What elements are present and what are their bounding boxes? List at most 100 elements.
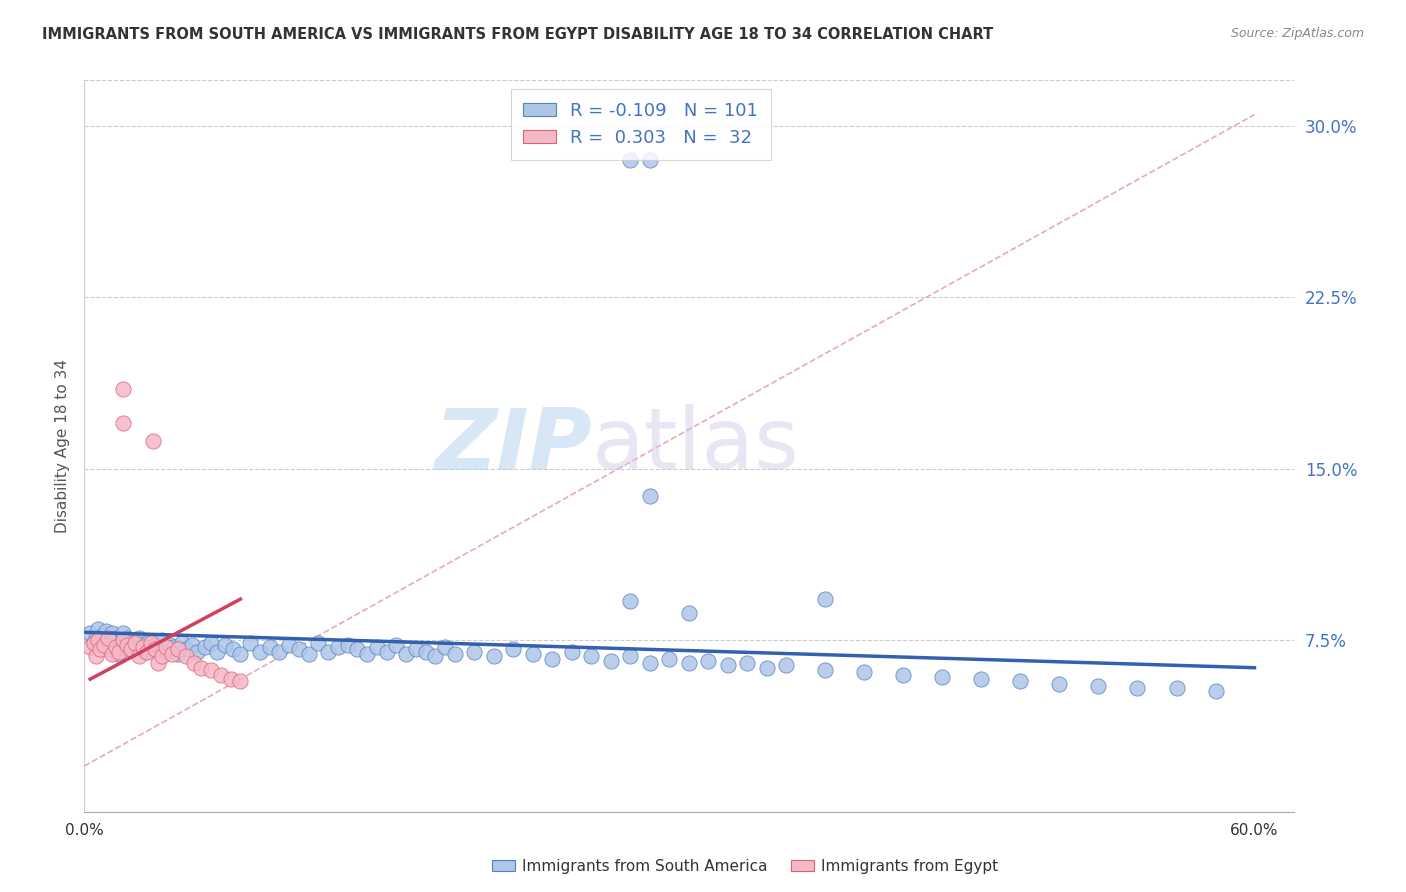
Point [336, 638, 359, 652]
Point [148, 656, 170, 670]
Point [638, 489, 661, 503]
Legend: Immigrants from South America, Immigrants from Egypt: Immigrants from South America, Immigrant… [485, 853, 1005, 880]
Point [135, 645, 157, 659]
Text: ZIP: ZIP [434, 404, 592, 488]
Point [83, 635, 105, 649]
Point [134, 645, 156, 659]
Point [110, 640, 132, 655]
Point [97, 631, 120, 645]
Point [100, 626, 122, 640]
Point [288, 642, 311, 657]
Point [155, 645, 177, 659]
Point [163, 640, 186, 655]
Point [229, 674, 252, 689]
Point [697, 654, 720, 668]
Point [522, 647, 544, 661]
Point [278, 638, 301, 652]
Text: IMMIGRANTS FROM SOUTH AMERICA VS IMMIGRANTS FROM EGYPT DISABILITY AGE 18 TO 34 C: IMMIGRANTS FROM SOUTH AMERICA VS IMMIGRA… [42, 27, 994, 42]
Point [150, 649, 173, 664]
Point [97, 633, 120, 648]
Point [79, 626, 101, 640]
Point [108, 645, 131, 659]
Point [120, 642, 142, 657]
Point [1049, 676, 1071, 690]
Point [108, 638, 131, 652]
Point [755, 661, 778, 675]
Point [128, 649, 150, 664]
Point [853, 665, 876, 680]
Point [84, 631, 107, 645]
Point [214, 638, 236, 652]
Point [180, 638, 202, 652]
Point [619, 649, 641, 664]
Point [118, 642, 141, 657]
Point [1126, 681, 1149, 696]
Point [87, 633, 110, 648]
Point [561, 645, 583, 659]
Point [190, 661, 212, 675]
Point [326, 640, 349, 655]
Point [139, 635, 162, 649]
Point [249, 645, 271, 659]
Point [375, 645, 398, 659]
Point [148, 642, 170, 657]
Point [100, 647, 122, 661]
Point [160, 647, 183, 661]
Point [114, 635, 136, 649]
Point [104, 640, 127, 655]
Point [425, 649, 447, 664]
Point [970, 672, 993, 686]
Point [444, 647, 467, 661]
Point [366, 640, 388, 655]
Point [463, 645, 485, 659]
Point [638, 153, 661, 168]
Point [658, 651, 681, 665]
Point [209, 667, 232, 681]
Point [83, 635, 105, 649]
Point [1087, 679, 1109, 693]
Point [415, 645, 437, 659]
Point [307, 635, 329, 649]
Point [385, 638, 408, 652]
Point [434, 640, 457, 655]
Point [619, 594, 641, 608]
Point [814, 663, 837, 677]
Point [269, 645, 291, 659]
Point [200, 635, 222, 649]
Point [107, 647, 129, 661]
Point [89, 642, 111, 657]
Point [87, 622, 110, 636]
Point [135, 635, 157, 649]
Point [90, 629, 112, 643]
Point [737, 656, 759, 670]
Point [775, 658, 797, 673]
Legend: R = -0.109   N = 101, R =  0.303   N =  32: R = -0.109 N = 101, R = 0.303 N = 32 [510, 89, 770, 160]
Point [619, 153, 641, 168]
Text: atlas: atlas [592, 404, 800, 488]
Point [112, 626, 135, 640]
Text: Source: ZipAtlas.com: Source: ZipAtlas.com [1230, 27, 1364, 40]
Point [405, 642, 427, 657]
Point [167, 642, 190, 657]
Point [219, 672, 242, 686]
Point [259, 640, 281, 655]
Point [678, 656, 700, 670]
Point [132, 638, 155, 652]
Point [129, 642, 152, 657]
Point [221, 642, 243, 657]
Point [93, 640, 115, 655]
Point [581, 649, 603, 664]
Point [638, 656, 661, 670]
Point [143, 642, 166, 657]
Point [89, 638, 111, 652]
Point [104, 631, 127, 645]
Point [893, 667, 915, 681]
Point [502, 642, 524, 657]
Point [174, 649, 197, 664]
Point [117, 631, 139, 645]
Point [117, 638, 139, 652]
Point [112, 633, 135, 648]
Point [229, 647, 252, 661]
Point [120, 638, 142, 652]
Point [183, 656, 205, 670]
